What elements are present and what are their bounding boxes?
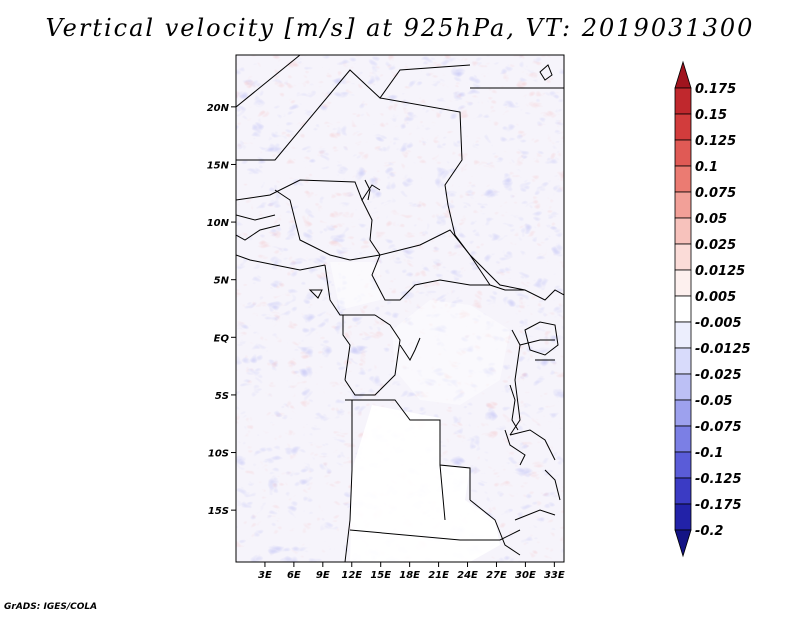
colorbar-level-label: -0.075	[695, 420, 742, 435]
colorbar-box	[674, 165, 692, 193]
lon-tick-label: 15E	[370, 570, 391, 581]
lat-tick-label: 15N	[207, 160, 230, 171]
lon-tick-label: 24E	[457, 570, 478, 581]
colorbar-box	[674, 399, 692, 427]
colorbar-level-label: 0.025	[695, 238, 736, 253]
map-title: Vertical velocity [m/s] at 925hPa, VT: 2…	[45, 14, 755, 42]
colorbar-level-label: 0.125	[695, 134, 736, 149]
map-frame	[235, 54, 565, 563]
lon-tick-label: 27E	[486, 570, 507, 581]
velocity-field	[236, 55, 564, 562]
colorbar-level-label: 0.05	[695, 212, 727, 227]
lat-tick-label: 10S	[208, 449, 229, 460]
colorbar-box	[674, 425, 692, 453]
lon-tick-label: 21E	[428, 570, 449, 581]
colorbar-level-label: 0.15	[695, 108, 727, 123]
colorbar-box	[674, 503, 692, 531]
colorbar-level-label: 0.0125	[695, 264, 745, 279]
colorbar-box	[674, 295, 692, 323]
colorbar-level-label: -0.2	[695, 524, 723, 539]
colorbar-level-label: -0.175	[695, 498, 742, 513]
colorbar-level-label: 0.005	[695, 290, 736, 305]
colorbar-box	[674, 373, 692, 401]
lat-tick-label: 10N	[207, 218, 230, 229]
lat-tick-label: 5S	[215, 391, 229, 402]
colorbar-level-label: -0.0125	[695, 342, 751, 357]
colorbar-level-label: -0.1	[695, 446, 723, 461]
colorbar-box	[674, 113, 692, 141]
colorbar-level-label: 0.1	[695, 160, 718, 175]
colorbar-level-label: -0.025	[695, 368, 742, 383]
colorbar-top-triangle	[674, 60, 692, 89]
colorbar-box	[674, 321, 692, 349]
colorbar-level-label: 0.175	[695, 82, 736, 97]
lon-tick-label: 33E	[544, 570, 565, 581]
lon-tick-label: 3E	[258, 570, 272, 581]
colorbar-box	[674, 451, 692, 479]
lon-tick-label: 6E	[287, 570, 301, 581]
colorbar-box	[674, 217, 692, 245]
longitude-axis: 3E 6E 9E 12E 15E 18E 21E 24E 27E 30E 33E	[258, 562, 565, 581]
lat-tick-label: 15S	[208, 506, 229, 517]
lon-tick-label: 18E	[399, 570, 420, 581]
latitude-axis: 20N 15N 10N 5N EQ 5S 10S 15S	[207, 103, 236, 517]
colorbar-box	[674, 139, 692, 167]
lat-tick-label: EQ	[214, 333, 230, 344]
lon-tick-label: 12E	[341, 570, 362, 581]
colorbar-box	[674, 191, 692, 219]
colorbar-level-label: 0.075	[695, 186, 736, 201]
colorbar-box	[674, 347, 692, 375]
country-borders	[236, 55, 564, 562]
colorbar-box	[674, 243, 692, 271]
lat-tick-label: 20N	[207, 103, 230, 114]
colorbar-box	[674, 477, 692, 505]
lon-tick-label: 30E	[515, 570, 536, 581]
lat-tick-label: 5N	[214, 276, 230, 287]
colorbar-level-label: -0.125	[695, 472, 742, 487]
colorbar-box	[674, 269, 692, 297]
grads-credit: GrADS: IGES/COLA	[4, 602, 98, 612]
colorbar-bottom-triangle	[674, 529, 692, 558]
colorbar-level-label: -0.005	[695, 316, 742, 331]
colorbar-box	[674, 87, 692, 115]
colorbar: 0.175 0.15 0.125 0.1 0.075 0.05 0.025 0.0125 0.0…	[674, 60, 751, 558]
lon-tick-label: 9E	[316, 570, 330, 581]
colorbar-level-label: -0.05	[695, 394, 732, 409]
